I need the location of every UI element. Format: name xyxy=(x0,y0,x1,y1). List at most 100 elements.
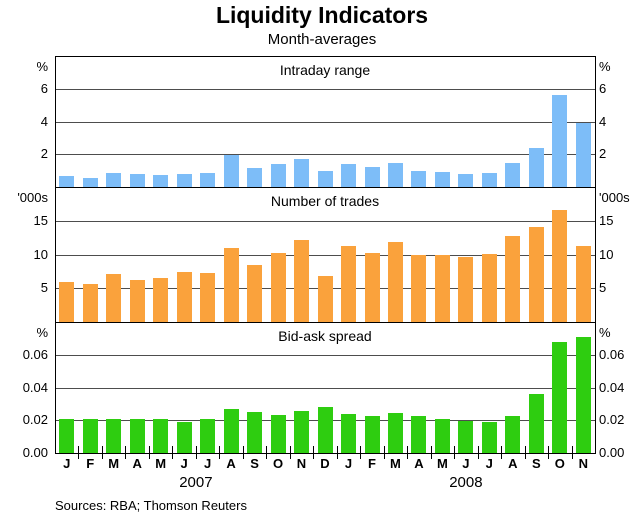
x-axis-month-label: J xyxy=(180,456,188,471)
x-axis-tick xyxy=(501,446,502,459)
number-of-trades-bar-F-13 xyxy=(364,252,380,322)
panel-border xyxy=(55,56,596,57)
x-axis-month-label: O xyxy=(272,456,284,471)
number-of-trades-bar-M-14 xyxy=(387,241,403,322)
intraday-range-bar-A-19 xyxy=(505,163,521,187)
bid-ask-spread-bar-O-21 xyxy=(552,341,568,453)
number-of-trades-unit-right: '000s xyxy=(599,190,630,205)
bid-ask-spread-ytick-left: 0.02 xyxy=(22,412,48,427)
x-axis-tick xyxy=(478,446,479,459)
x-axis-month-label: J xyxy=(203,456,212,471)
panel-border xyxy=(55,322,595,323)
bid-ask-spread-bar-A-3 xyxy=(129,418,145,453)
x-axis-month-label: S xyxy=(531,456,541,471)
bid-ask-spread-ytick-right: 0.00 xyxy=(599,445,625,460)
number-of-trades-bar-D-11 xyxy=(317,276,333,322)
bid-ask-spread-gridline xyxy=(55,355,595,356)
x-axis-month-label: J xyxy=(462,456,470,471)
bid-ask-spread-ytick-left: 0.04 xyxy=(22,380,48,395)
x-axis-tick xyxy=(172,446,173,459)
intraday-range-ytick-right: 2 xyxy=(599,146,607,161)
intraday-range-gridline xyxy=(55,89,595,90)
x-axis-month-label: A xyxy=(132,456,142,471)
x-axis-tick xyxy=(572,446,573,459)
sources-note: Sources: RBA; Thomson Reuters xyxy=(55,498,247,513)
chart-subtitle: Month-averages xyxy=(267,31,377,48)
bid-ask-spread-bar-A-19 xyxy=(505,416,521,453)
bid-ask-spread-bar-S-20 xyxy=(528,394,544,453)
bid-ask-spread-bar-M-2 xyxy=(106,418,122,453)
bid-ask-spread-bar-D-11 xyxy=(317,407,333,453)
number-of-trades-title: Number of trades xyxy=(270,193,380,209)
x-axis-tick xyxy=(219,446,220,459)
bid-ask-spread-bar-J-17 xyxy=(458,421,474,453)
number-of-trades-bar-O-9 xyxy=(270,252,286,322)
x-axis-month-label: A xyxy=(226,456,236,471)
x-axis-month-label: O xyxy=(554,456,565,471)
number-of-trades-bar-J-12 xyxy=(341,246,356,322)
x-axis-month-label: A xyxy=(414,456,424,471)
intraday-range-bar-O-9 xyxy=(270,164,286,187)
number-of-trades-ytick-right: 10 xyxy=(599,247,614,262)
bid-ask-spread-ytick-right: 0.06 xyxy=(599,347,625,362)
bid-ask-spread-bar-S-8 xyxy=(247,412,263,453)
chart-title: Liquidity Indicators xyxy=(215,2,429,28)
intraday-range-bar-F-1 xyxy=(82,178,98,187)
panel-border xyxy=(595,56,596,454)
number-of-trades-bar-J-5 xyxy=(176,272,192,322)
number-of-trades-bar-J-0 xyxy=(59,281,75,322)
bid-ask-spread-bar-M-14 xyxy=(387,412,403,453)
x-axis-month-label: J xyxy=(63,456,71,471)
bid-ask-spread-bar-J-12 xyxy=(341,413,356,453)
bid-ask-spread-bar-J-18 xyxy=(481,421,497,453)
bid-ask-spread-bar-O-9 xyxy=(270,415,286,453)
x-axis-tick xyxy=(548,446,549,459)
bid-ask-spread-ytick-left: 0.06 xyxy=(22,347,48,362)
bid-ask-spread-bar-A-7 xyxy=(223,408,239,453)
x-axis-tick xyxy=(360,446,361,459)
intraday-range-bar-N-10 xyxy=(294,159,309,187)
bid-ask-spread-bar-M-4 xyxy=(153,419,169,453)
number-of-trades-bar-M-2 xyxy=(106,274,122,322)
number-of-trades-bar-A-15 xyxy=(411,255,427,322)
x-axis-month-label: M xyxy=(389,456,401,471)
intraday-range-bar-J-12 xyxy=(341,164,356,187)
bid-ask-spread-ytick-right: 0.04 xyxy=(599,380,625,395)
number-of-trades-ytick-left: 5 xyxy=(40,280,48,295)
number-of-trades-bar-F-1 xyxy=(82,284,98,322)
x-axis-month-label: D xyxy=(320,456,330,471)
intraday-range-ytick-left: 2 xyxy=(40,146,48,161)
number-of-trades-bar-M-4 xyxy=(153,278,169,322)
intraday-range-bar-D-11 xyxy=(317,170,333,187)
x-axis-month-label: S xyxy=(250,456,259,471)
number-of-trades-bar-J-17 xyxy=(458,256,474,322)
intraday-range-title: Intraday range xyxy=(279,62,371,78)
bid-ask-spread-bar-F-1 xyxy=(82,418,98,453)
x-axis-tick xyxy=(525,446,526,459)
number-of-trades-bar-A-3 xyxy=(129,280,145,322)
number-of-trades-bar-N-10 xyxy=(294,239,309,322)
intraday-range-bar-J-18 xyxy=(481,173,497,187)
intraday-range-bar-A-3 xyxy=(129,173,145,187)
x-axis-year-label: 2008 xyxy=(449,474,483,491)
x-axis-month-label: N xyxy=(296,456,307,471)
x-axis-month-label: F xyxy=(86,456,95,471)
intraday-range-bar-J-6 xyxy=(200,173,216,187)
panel-border xyxy=(55,56,56,453)
bid-ask-spread-gridline xyxy=(55,388,595,389)
x-axis-tick xyxy=(196,446,197,459)
x-axis-month-label: M xyxy=(436,456,448,471)
x-axis-month-label: A xyxy=(508,456,518,471)
intraday-range-bar-A-15 xyxy=(411,170,427,187)
x-axis-tick xyxy=(102,446,103,459)
intraday-range-bar-F-13 xyxy=(364,167,380,187)
bid-ask-spread-unit-left: % xyxy=(36,325,48,340)
number-of-trades-ytick-right: 15 xyxy=(599,213,614,228)
number-of-trades-gridline xyxy=(55,221,595,222)
intraday-range-bar-A-7 xyxy=(223,155,239,187)
x-axis-tick xyxy=(125,446,126,459)
x-axis-month-label: N xyxy=(578,456,588,471)
bid-ask-spread-bar-A-15 xyxy=(411,416,427,453)
number-of-trades-bar-S-8 xyxy=(247,265,263,322)
